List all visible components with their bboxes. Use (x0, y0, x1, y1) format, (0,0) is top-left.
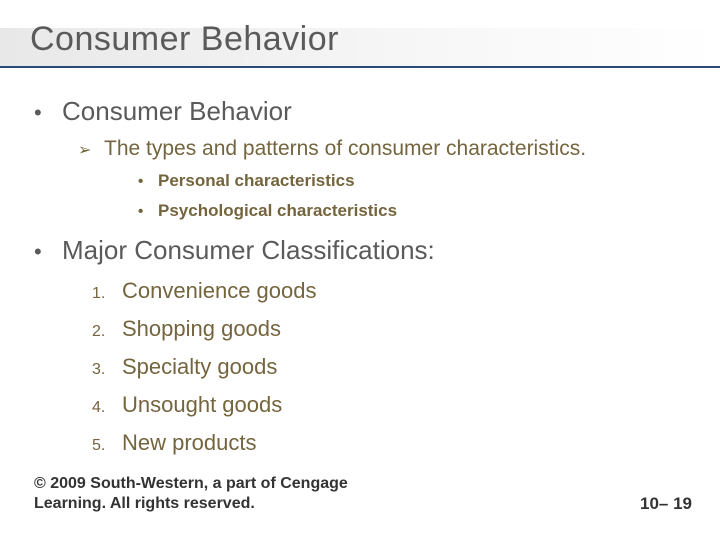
numbered-text: Unsought goods (122, 392, 282, 418)
numbered-item: 5. New products (92, 430, 694, 456)
bullet-level2: ➢ The types and patterns of consumer cha… (78, 137, 694, 161)
number-label: 3. (92, 361, 122, 379)
arrow-bullet-icon: ➢ (78, 140, 104, 160)
numbered-text: Specialty goods (122, 354, 277, 380)
slide-title: Consumer Behavior (30, 20, 339, 59)
bullet-level1: • Major Consumer Classifications: (34, 235, 694, 266)
numbered-text: New products (122, 430, 257, 456)
dot-bullet-icon: • (34, 100, 62, 126)
bullet-level1: • Consumer Behavior (34, 96, 694, 127)
level1-text: Major Consumer Classifications: (62, 235, 435, 266)
number-label: 5. (92, 437, 122, 455)
page-number: 10– 19 (640, 494, 692, 514)
dot-bullet-icon: • (138, 173, 158, 190)
number-label: 4. (92, 399, 122, 417)
dot-bullet-icon: • (138, 203, 158, 220)
numbered-item: 1. Convenience goods (92, 278, 694, 304)
numbered-text: Convenience goods (122, 278, 316, 304)
copyright-text: © 2009 South-Western, a part of Cengage … (34, 474, 364, 514)
number-label: 1. (92, 285, 122, 303)
number-label: 2. (92, 323, 122, 341)
content-area: • Consumer Behavior ➢ The types and patt… (34, 88, 694, 456)
level1-text: Consumer Behavior (62, 96, 292, 127)
numbered-item: 4. Unsought goods (92, 392, 694, 418)
dot-bullet-icon: • (34, 239, 62, 265)
slide: Consumer Behavior • Consumer Behavior ➢ … (0, 0, 720, 540)
numbered-item: 2. Shopping goods (92, 316, 694, 342)
level3-text: Personal characteristics (158, 171, 355, 191)
level3-text: Psychological characteristics (158, 201, 397, 221)
bullet-level3: • Psychological characteristics (138, 201, 694, 221)
bullet-level3: • Personal characteristics (138, 171, 694, 191)
numbered-text: Shopping goods (122, 316, 281, 342)
numbered-item: 3. Specialty goods (92, 354, 694, 380)
level2-text: The types and patterns of consumer chara… (104, 137, 586, 161)
